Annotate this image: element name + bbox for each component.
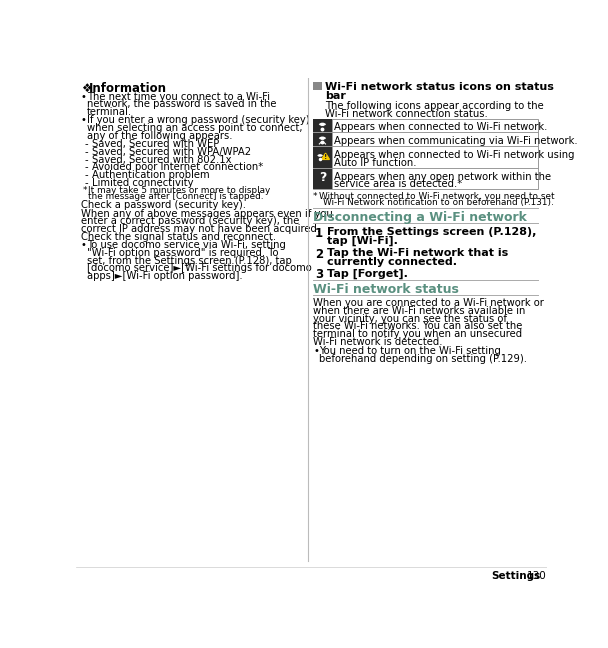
Text: To use docomo service via Wi-Fi, setting: To use docomo service via Wi-Fi, setting bbox=[87, 240, 286, 250]
Text: tap [Wi-Fi].: tap [Wi-Fi]. bbox=[327, 236, 398, 246]
Text: If you enter a wrong password (security key): If you enter a wrong password (security … bbox=[87, 115, 309, 126]
Text: Check the signal status and reconnect.: Check the signal status and reconnect. bbox=[81, 232, 276, 242]
Text: 130: 130 bbox=[527, 570, 547, 581]
Bar bbox=[313, 132, 332, 146]
Text: The next time you connect to a Wi-Fi: The next time you connect to a Wi-Fi bbox=[87, 91, 270, 102]
Text: -: - bbox=[85, 155, 88, 165]
Text: terminal.: terminal. bbox=[87, 107, 132, 117]
Text: *: * bbox=[83, 185, 88, 194]
Text: set, from the Settings screen (P.128), tap: set, from the Settings screen (P.128), t… bbox=[87, 255, 292, 266]
Text: bar: bar bbox=[325, 91, 346, 101]
Text: -: - bbox=[85, 163, 88, 172]
Text: correct IP address may not have been acquired.: correct IP address may not have been acq… bbox=[81, 224, 320, 234]
Bar bbox=[313, 168, 332, 189]
Text: Without connected to Wi-Fi network, you need to set: Without connected to Wi-Fi network, you … bbox=[319, 192, 554, 201]
Text: Wi-Fi network is detected.: Wi-Fi network is detected. bbox=[313, 337, 443, 347]
Text: your vicinity, you can see the status of: your vicinity, you can see the status of bbox=[313, 314, 507, 324]
Text: Authentication problem: Authentication problem bbox=[91, 170, 209, 180]
Text: Auto IP function.: Auto IP function. bbox=[334, 158, 416, 168]
Text: these Wi-Fi networks. You can also set the: these Wi-Fi networks. You can also set t… bbox=[313, 321, 522, 332]
Text: ❖: ❖ bbox=[81, 82, 91, 95]
Text: when selecting an access point to connect,: when selecting an access point to connec… bbox=[87, 123, 302, 133]
Text: apps]►[Wi-Fi option password].: apps]►[Wi-Fi option password]. bbox=[87, 271, 243, 281]
Text: terminal to notify you when an unsecured: terminal to notify you when an unsecured bbox=[313, 329, 522, 339]
Text: "Wi-Fi option password" is required. To: "Wi-Fi option password" is required. To bbox=[87, 248, 278, 258]
Text: Appears when connected to Wi-Fi network.: Appears when connected to Wi-Fi network. bbox=[334, 122, 547, 132]
Text: Saved, Secured with WPA/WPA2: Saved, Secured with WPA/WPA2 bbox=[91, 147, 250, 157]
Text: 2: 2 bbox=[315, 248, 323, 260]
Text: currently connected.: currently connected. bbox=[327, 257, 457, 267]
Text: •: • bbox=[81, 240, 86, 250]
Text: •: • bbox=[81, 115, 86, 126]
Text: Disconnecting a Wi-Fi network: Disconnecting a Wi-Fi network bbox=[313, 211, 527, 224]
Text: -: - bbox=[85, 139, 88, 149]
Text: You need to turn on the Wi-Fi setting: You need to turn on the Wi-Fi setting bbox=[319, 346, 501, 356]
Text: Wi-Fi Network notification to on beforehand (P.131).: Wi-Fi Network notification to on beforeh… bbox=[323, 198, 554, 207]
Bar bbox=[313, 119, 538, 189]
Text: From the Settings screen (P.128),: From the Settings screen (P.128), bbox=[327, 227, 536, 237]
Text: •: • bbox=[81, 91, 86, 102]
Text: 1: 1 bbox=[315, 227, 323, 240]
Text: Appears when communicating via Wi-Fi network.: Appears when communicating via Wi-Fi net… bbox=[334, 136, 578, 146]
Text: network, the password is saved in the: network, the password is saved in the bbox=[87, 99, 277, 110]
Text: It may take 5 minutes or more to display: It may take 5 minutes or more to display bbox=[88, 185, 271, 194]
Text: Settings: Settings bbox=[491, 570, 541, 581]
Text: Wi-Fi network status: Wi-Fi network status bbox=[313, 283, 459, 296]
Text: Tap the Wi-Fi network that is: Tap the Wi-Fi network that is bbox=[327, 248, 508, 257]
Bar bbox=[313, 119, 332, 132]
Text: -: - bbox=[85, 147, 88, 157]
Text: when there are Wi-Fi networks available in: when there are Wi-Fi networks available … bbox=[313, 306, 525, 316]
Text: *: * bbox=[313, 192, 317, 201]
Text: any of the following appears.: any of the following appears. bbox=[87, 131, 232, 141]
Text: ?: ? bbox=[319, 171, 326, 185]
Text: -: - bbox=[85, 170, 88, 180]
Text: [docomo service]►[Wi-Fi settings for docomo: [docomo service]►[Wi-Fi settings for doc… bbox=[87, 263, 311, 273]
Text: When you are connected to a Wi-Fi network or: When you are connected to a Wi-Fi networ… bbox=[313, 298, 544, 308]
Text: 3: 3 bbox=[315, 268, 323, 281]
Text: beforehand depending on setting (P.129).: beforehand depending on setting (P.129). bbox=[319, 354, 527, 364]
Text: !: ! bbox=[324, 154, 327, 160]
Text: •: • bbox=[313, 346, 319, 356]
Text: Appears when any open network within the: Appears when any open network within the bbox=[334, 172, 551, 181]
Text: Saved, Secured with WEP: Saved, Secured with WEP bbox=[91, 139, 219, 149]
Bar bbox=[313, 82, 322, 90]
Text: Check a password (security key).: Check a password (security key). bbox=[81, 200, 246, 210]
Bar bbox=[313, 146, 332, 168]
Text: Information: Information bbox=[89, 82, 167, 95]
Text: Limited connectivity: Limited connectivity bbox=[91, 178, 193, 188]
Text: The following icons appear according to the: The following icons appear according to … bbox=[325, 101, 544, 111]
Text: -: - bbox=[85, 178, 88, 188]
Text: When any of above messages appears even if you: When any of above messages appears even … bbox=[81, 209, 333, 218]
Text: Wi-Fi network status icons on status: Wi-Fi network status icons on status bbox=[325, 82, 554, 91]
Polygon shape bbox=[322, 153, 330, 159]
Text: Appears when connected to Wi-Fi network using: Appears when connected to Wi-Fi network … bbox=[334, 150, 575, 160]
Text: Saved, Secured with 802.1x: Saved, Secured with 802.1x bbox=[91, 155, 231, 165]
Text: Wi-Fi network connection status.: Wi-Fi network connection status. bbox=[325, 109, 488, 119]
Text: Avoided poor Internet connection*: Avoided poor Internet connection* bbox=[91, 163, 263, 172]
Text: enter a correct password (security key), the: enter a correct password (security key),… bbox=[81, 216, 299, 226]
Text: the message after [Connect] is tapped.: the message after [Connect] is tapped. bbox=[88, 192, 264, 202]
Text: Tap [Forget].: Tap [Forget]. bbox=[327, 268, 408, 279]
Text: service area is detected.*: service area is detected.* bbox=[334, 179, 462, 189]
